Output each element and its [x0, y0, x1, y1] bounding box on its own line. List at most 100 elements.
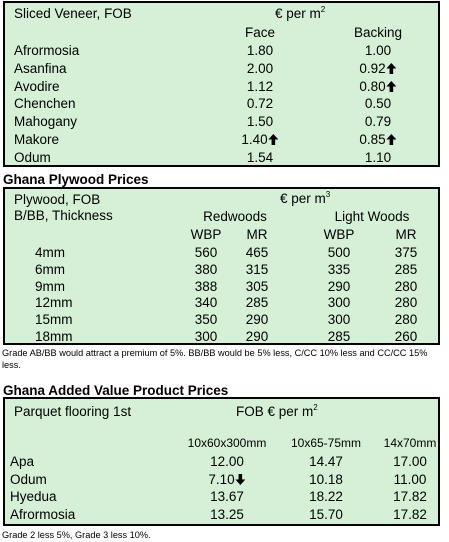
parquet-price: 10.18	[309, 472, 343, 488]
veneer-species: Makore	[14, 132, 59, 148]
plywood-price: 290	[246, 312, 269, 328]
veneer-face-price: 1.12	[247, 79, 273, 95]
veneer-backing-price-value: 0.92	[359, 60, 386, 76]
plywood-title: Plywood, FOB	[14, 192, 101, 207]
veneer-species: Avodire	[14, 79, 60, 95]
plywood-thickness-value: 12mm	[35, 295, 73, 311]
parquet-title: Parquet flooring 1st	[14, 404, 132, 419]
arrow-down-icon	[235, 473, 246, 485]
plywood-thickness: 18mm	[35, 329, 73, 345]
plywood-unit: € per m3	[280, 190, 331, 207]
veneer-species-value: Makore	[14, 132, 60, 147]
parquet-price: 15.70	[309, 507, 343, 523]
veneer-face-price-value: 0.72	[246, 96, 274, 112]
parquet-col-3: 14x70mm	[383, 436, 437, 450]
parquet-price-value: 15.70	[309, 506, 343, 522]
parquet-price: 17.82	[393, 507, 427, 523]
parquet-price: 18.22	[309, 489, 343, 505]
plywood-price: 280	[395, 312, 418, 328]
parquet-price-value: 12.00	[210, 454, 244, 469]
veneer-face-price-value: 2.00	[246, 60, 274, 76]
arrow-up-icon	[268, 134, 279, 145]
veneer-species: Chenchen	[14, 96, 76, 112]
plywood-price: 350	[195, 312, 218, 328]
veneer-table: Sliced Veneer, FOB € per m2 Face Backing…	[3, 1, 440, 167]
plywood-price-value: 340	[194, 295, 218, 311]
plywood-price: 280	[395, 295, 418, 311]
plywood-price: 560	[195, 245, 218, 261]
veneer-face-price-value: 1.40	[241, 132, 268, 147]
plywood-thickness-value: 6mm	[35, 261, 65, 277]
plywood-price: 285	[246, 295, 269, 311]
veneer-species: Odum	[14, 150, 51, 166]
plywood-price-value: 285	[245, 295, 269, 311]
parquet-price: 13.67	[210, 489, 244, 505]
plywood-price-value: 290	[245, 329, 269, 344]
veneer-backing-price-value: 0.80	[359, 78, 386, 94]
plywood-heading: Ghana Plywood Prices	[3, 172, 149, 187]
plywood-price-value: 388	[194, 278, 218, 294]
plywood-price: 335	[328, 262, 351, 278]
parquet-price-value: 14.47	[309, 454, 343, 469]
plywood-thickness-value: 4mm	[35, 245, 65, 260]
veneer-species-value: Mahogany	[14, 114, 78, 130]
plywood-price: 300	[328, 295, 351, 311]
veneer-face-price: 1.50	[247, 114, 273, 130]
parquet-price-value: 7.10	[208, 471, 235, 487]
plywood-price-value: 300	[327, 312, 351, 328]
parquet-price-value: 18.22	[309, 489, 343, 504]
parquet-price: 17.82	[393, 489, 427, 505]
parquet-price: 13.25	[210, 507, 244, 523]
plywood-price: 285	[395, 262, 418, 278]
plywood-thickness-value: 9mm	[35, 278, 65, 294]
plywood-note: Grade AB/BB would attract a premium of 5…	[2, 348, 428, 370]
plywood-thickness-value: 18mm	[35, 329, 73, 344]
veneer-species-value: Asanfina	[14, 60, 67, 76]
plywood-price: 340	[195, 295, 218, 311]
plywood-sub-wbp-2: WBP	[323, 227, 355, 242]
plywood-thickness: 12mm	[35, 295, 73, 311]
plywood-price: 290	[328, 279, 351, 295]
plywood-price: 290	[246, 329, 269, 345]
parquet-species: Afrormosia	[10, 507, 75, 523]
plywood-group-redwoods: Redwoods	[203, 209, 267, 224]
veneer-backing-price: 1.00	[365, 43, 391, 59]
veneer-backing-price-value: 0.79	[364, 114, 392, 130]
plywood-sub-mr-1: MR	[246, 227, 268, 242]
veneer-species: Mahogany	[14, 114, 77, 130]
plywood-price: 388	[195, 279, 218, 295]
veneer-col-face: Face	[244, 25, 276, 40]
plywood-subtitle: B/BB, Thickness	[14, 208, 113, 223]
parquet-col-1: 10x60x300mm	[187, 436, 267, 450]
plywood-table: Plywood, FOB B/BB, Thickness € per m3 Re…	[3, 187, 440, 345]
plywood-price: 280	[395, 279, 418, 295]
plywood-sub-wbp-1: WBP	[190, 227, 222, 242]
plywood-price-value: 260	[394, 329, 418, 344]
veneer-backing-price: 1.10	[365, 150, 391, 166]
veneer-species-value: Afrormosia	[14, 43, 80, 58]
parquet-price-value: 10.18	[309, 471, 343, 487]
parquet-species-value: Odum	[10, 471, 47, 487]
plywood-price-value: 305	[245, 278, 269, 294]
veneer-backing-price: 0.79	[365, 114, 391, 130]
parquet-unit: FOB € per m2	[236, 403, 318, 420]
parquet-note: Grade 2 less 5%, Grade 3 less 10%.	[2, 530, 151, 540]
parquet-species: Apa	[10, 454, 34, 470]
arrow-up-icon	[386, 62, 397, 74]
parquet-heading: Ghana Added Value Product Prices	[3, 383, 229, 398]
parquet-species-value: Apa	[10, 454, 35, 469]
arrow-up-icon	[386, 80, 397, 92]
veneer-species-value: Chenchen	[14, 96, 76, 112]
plywood-price: 315	[246, 262, 269, 278]
plywood-price-value: 350	[194, 312, 218, 328]
veneer-face-price: 1.54	[247, 150, 273, 166]
parquet-species-value: Afrormosia	[10, 506, 76, 522]
plywood-price: 465	[246, 245, 269, 261]
parquet-price: 12.00	[210, 454, 244, 470]
plywood-price-value: 375	[394, 245, 418, 260]
plywood-price-value: 315	[245, 261, 269, 277]
veneer-backing-price-value: 0.50	[364, 96, 392, 112]
parquet-species: Hyedua	[10, 489, 57, 505]
plywood-thickness: 6mm	[35, 262, 65, 278]
plywood-thickness: 4mm	[35, 245, 65, 261]
